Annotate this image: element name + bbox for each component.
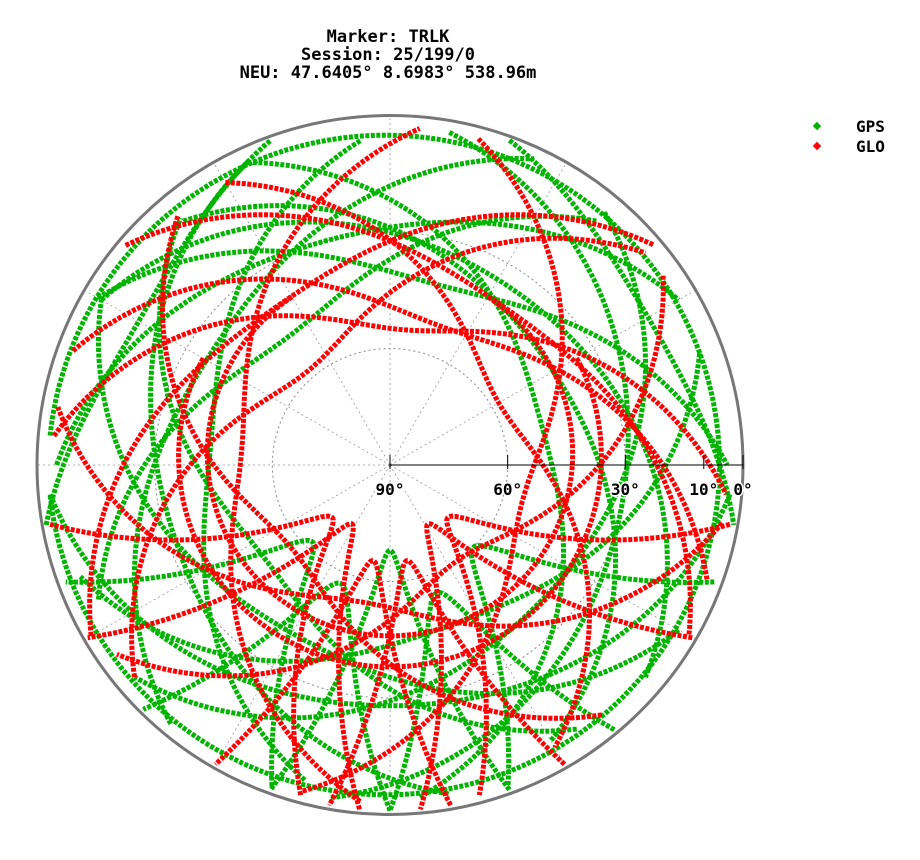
legend-item-glo: GLO [808, 136, 885, 156]
track-glo-8 [51, 313, 729, 496]
legend: GPS GLO [808, 116, 885, 156]
radial-axis: 90° 60° 30° 10° 0° [374, 455, 754, 501]
title-line-marker: Marker: TRLK [326, 27, 450, 47]
track-glo-16 [49, 513, 336, 796]
track-gps-14 [54, 219, 681, 466]
legend-item-gps: GPS [808, 116, 885, 136]
track-gps-12 [131, 156, 535, 725]
track-glo-4 [55, 406, 725, 629]
chart-title: Marker: TRLK Session: 25/199/0 NEU: 47.6… [0, 28, 776, 82]
radial-tick-label-60: 60° [493, 480, 522, 499]
track-glo-17 [204, 294, 576, 639]
track-gps-16 [507, 138, 737, 526]
track-glo-15 [444, 513, 731, 796]
series-glo [49, 126, 731, 811]
legend-swatch-glo [812, 141, 822, 151]
track-glo-12 [87, 521, 362, 811]
radial-tick-label-0: 0° [733, 480, 752, 499]
grid-spoke-240 [84, 464, 391, 641]
track-glo-13 [327, 558, 567, 807]
title-line-session: Session: 25/199/0 [301, 45, 475, 65]
track-glo-7 [129, 235, 647, 678]
track-gps-22 [142, 580, 393, 812]
track-gps-9 [156, 217, 577, 734]
title-line-position: NEU: 47.6405° 8.6983° 538.96m [239, 63, 537, 83]
radial-tick-label-10: 10° [689, 480, 718, 499]
radial-tick-label-30: 30° [611, 480, 640, 499]
track-glo-11 [418, 521, 693, 811]
track-gps-3 [247, 159, 566, 800]
grid-spoke-300 [84, 289, 391, 466]
track-gps-19 [65, 537, 317, 787]
track-glo-0 [71, 276, 710, 580]
track-gps-18 [468, 543, 715, 787]
track-gps-1 [99, 219, 670, 679]
track-glo-14 [213, 558, 453, 807]
track-gps-13 [96, 213, 598, 600]
grid-spoke-60 [389, 289, 696, 466]
radial-tick-label-90: 90° [376, 480, 405, 499]
legend-label-gps: GPS [856, 116, 885, 136]
track-glo-10 [87, 212, 656, 637]
grid-spoke-330 [213, 162, 391, 466]
grid-spoke-120 [389, 464, 696, 641]
legend-swatch-gps [812, 121, 822, 131]
track-gps-11 [201, 137, 363, 782]
legend-label-glo: GLO [856, 136, 885, 156]
track-glo-5 [160, 214, 603, 721]
track-gps-6 [78, 353, 703, 664]
track-gps-4 [330, 130, 631, 801]
track-glo-6 [228, 126, 421, 804]
grid-spoke-30 [389, 162, 567, 466]
